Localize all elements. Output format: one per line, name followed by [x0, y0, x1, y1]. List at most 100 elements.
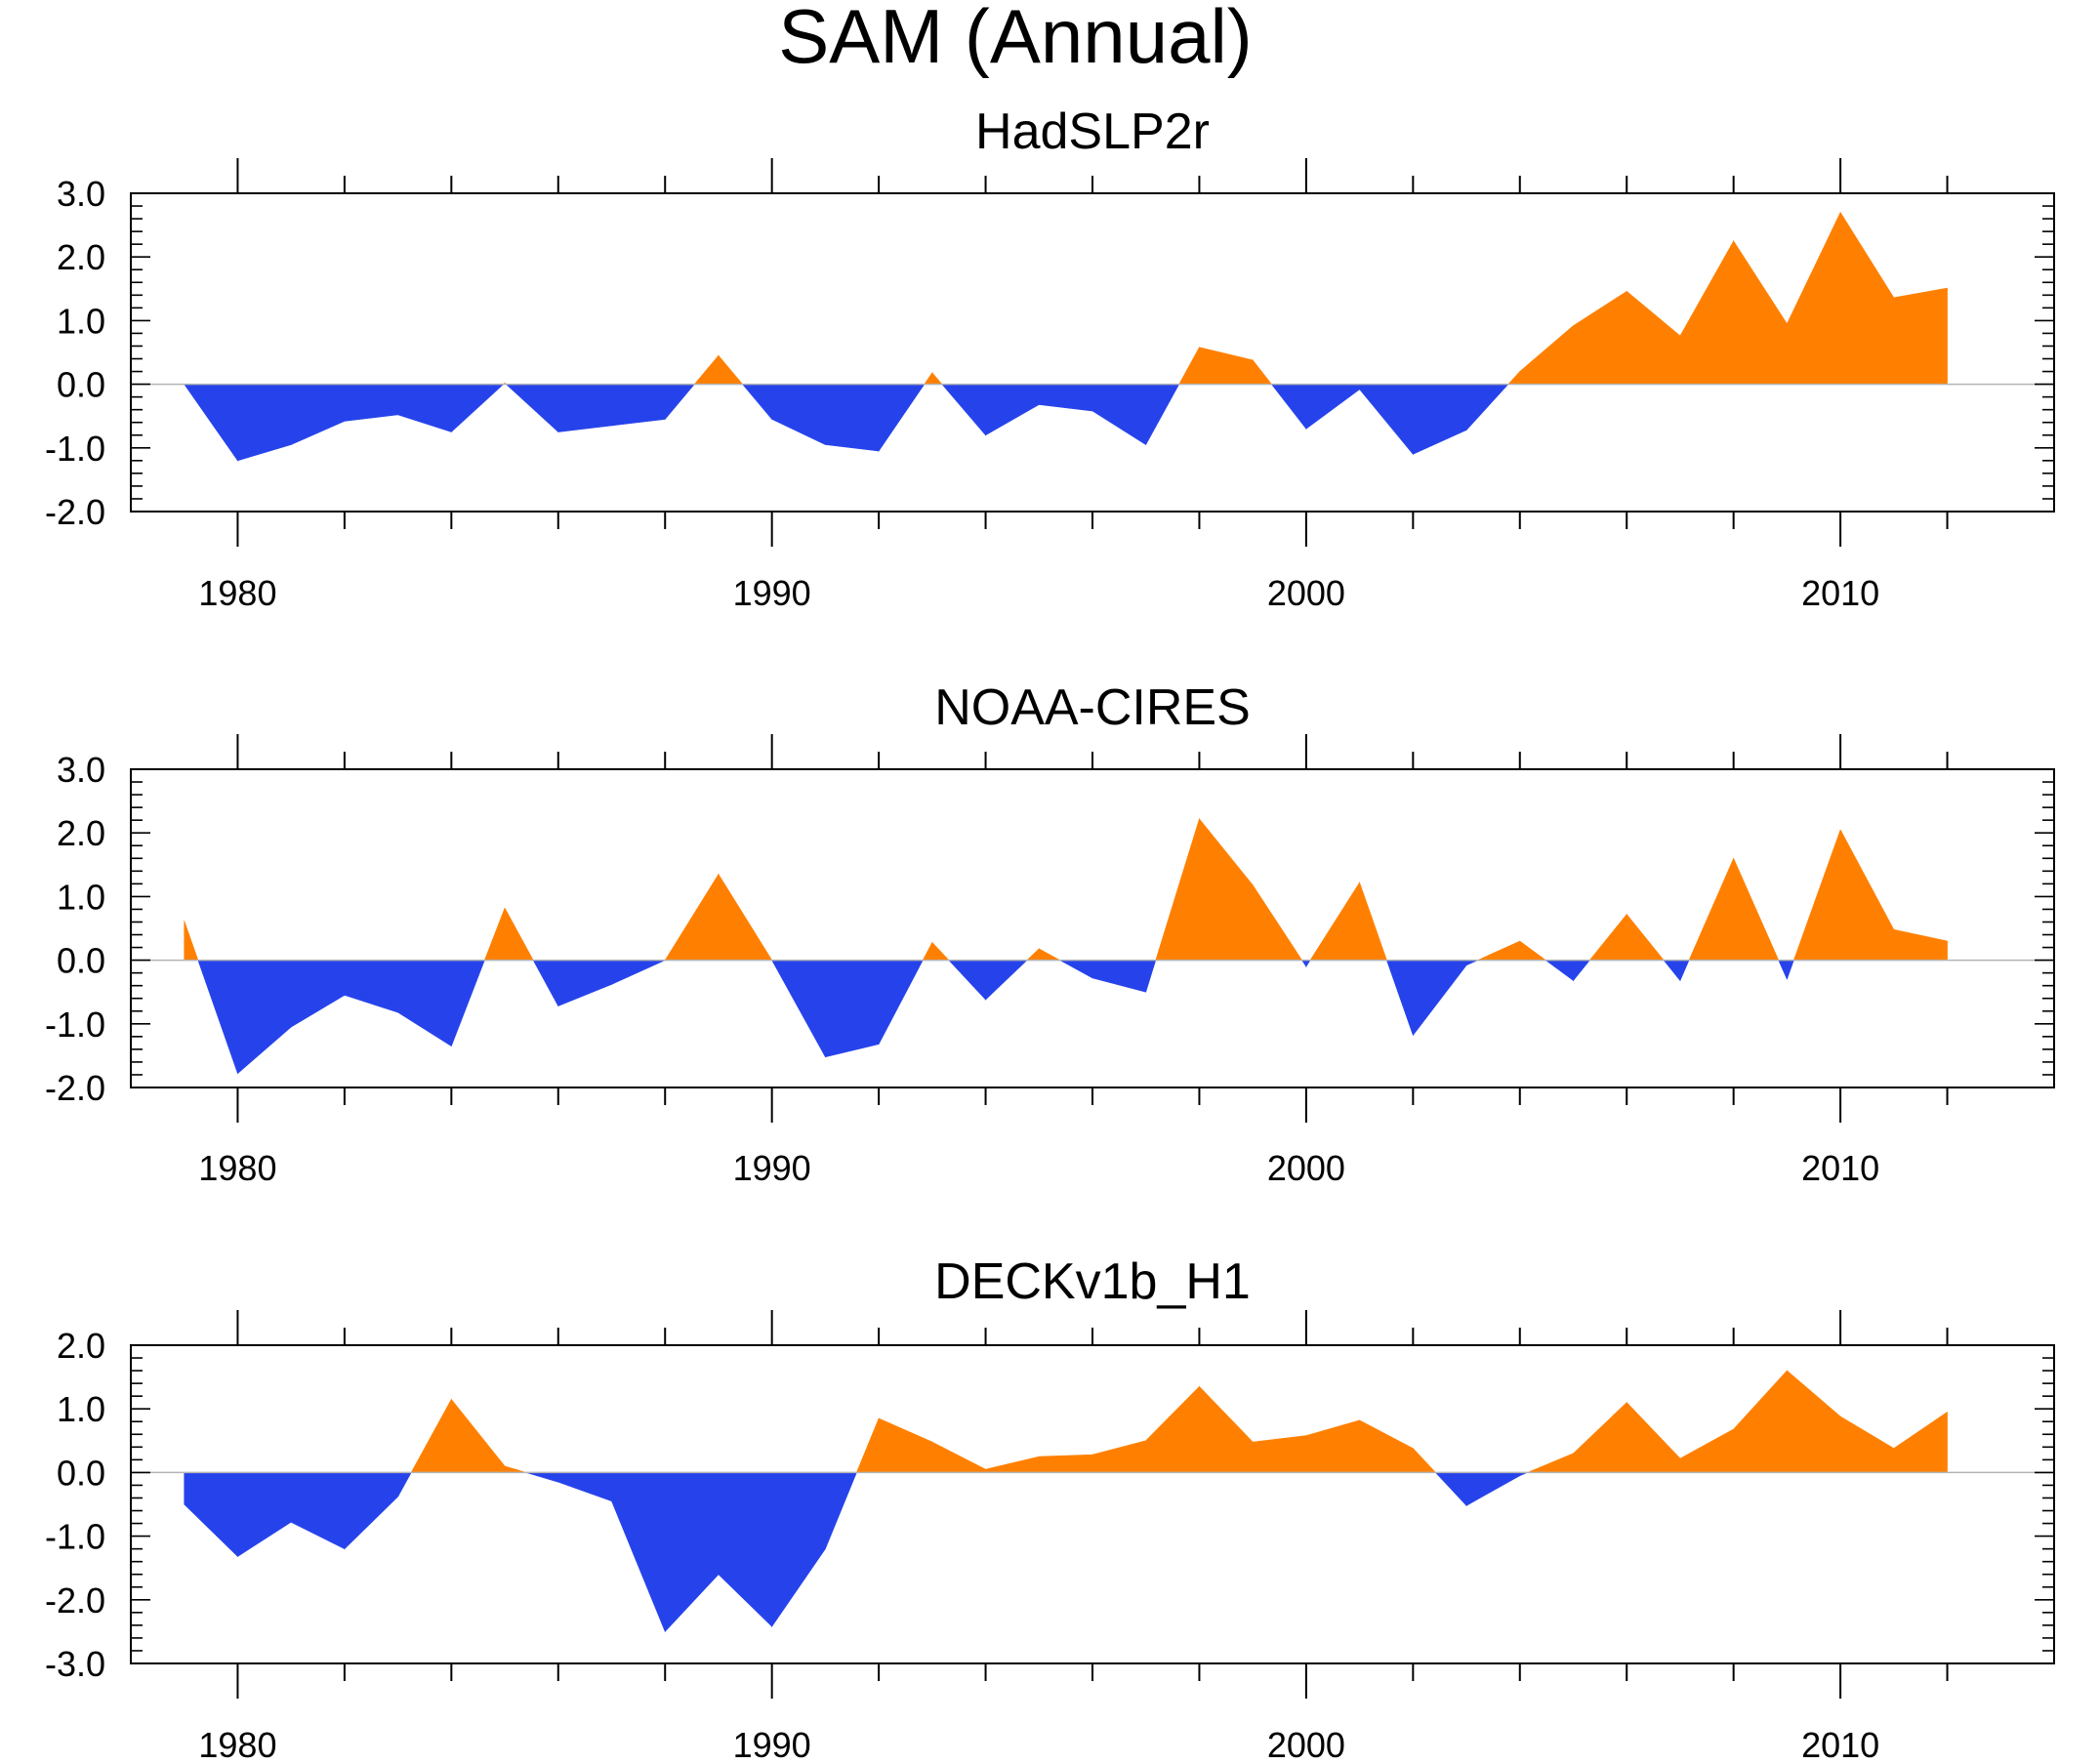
area-segment-positive: [931, 1441, 986, 1473]
area-segment-negative: [451, 960, 485, 1046]
area-segment-positive: [483, 908, 506, 961]
y-tick-label: 0.0: [57, 1453, 105, 1493]
area-segment-positive: [1038, 1454, 1093, 1473]
area-segment-positive: [504, 907, 534, 961]
area-segment-negative: [237, 960, 292, 1075]
x-tick-label: 1990: [733, 1148, 811, 1188]
area-segment-negative: [771, 960, 826, 1057]
area-segment-positive: [1893, 287, 1948, 385]
area-segment-positive: [1199, 818, 1254, 961]
area-segment-negative: [1787, 960, 1794, 980]
area-segment-positive: [1733, 1370, 1788, 1473]
area-segment-negative: [184, 384, 238, 462]
area-segment-negative: [557, 1472, 612, 1502]
y-tick-label: 2.0: [57, 237, 105, 277]
area-segment-negative: [397, 1472, 412, 1497]
area-segment-negative: [397, 384, 452, 432]
area-segment-negative: [1679, 960, 1690, 981]
x-tick-label: 2000: [1267, 1725, 1345, 1764]
area-segment-negative: [1301, 960, 1307, 968]
area-segment-negative: [1091, 384, 1147, 446]
area-segment-negative: [505, 384, 559, 433]
area-segment-positive: [1679, 239, 1734, 385]
area-segment-positive: [924, 371, 933, 385]
area-segment-negative: [771, 384, 826, 446]
area-segment-positive: [1305, 1419, 1360, 1473]
area-segment-positive: [693, 354, 720, 385]
panel-1: HadSLP2r 1980 1990 2000 2010 3.0 2.0 1.0 0.0 -1.0…: [45, 103, 2055, 613]
area-segment-negative: [611, 1472, 666, 1632]
area-segment-negative: [1305, 384, 1360, 430]
area-segment-negative: [718, 1472, 772, 1627]
area-segment-negative: [1038, 384, 1093, 412]
area-segment-negative: [948, 960, 986, 1001]
x-tick-label: 1980: [198, 573, 276, 613]
area-segment-negative: [525, 1472, 559, 1483]
y-tick-label: 0.0: [57, 365, 105, 405]
plot-frame: [130, 768, 2055, 1088]
area-segment-positive: [1893, 928, 1948, 961]
area-segment-positive: [1688, 858, 1734, 961]
area-segment-negative: [1305, 960, 1311, 968]
area-segment-positive: [718, 354, 744, 385]
area-segment-negative: [184, 1472, 238, 1558]
area-segment-negative: [344, 384, 398, 422]
area-segment-negative: [878, 384, 926, 453]
area-segment-positive: [1252, 1435, 1307, 1473]
area-segment-negative: [1778, 960, 1788, 980]
area-segment-negative: [825, 384, 880, 452]
area-segment-positive: [1573, 290, 1627, 385]
x-tick-label: 2010: [1801, 1148, 1879, 1188]
area-segment-positive: [1178, 347, 1200, 385]
area-segment-negative: [611, 960, 666, 985]
area-segment-negative: [1465, 960, 1478, 966]
area-segment-negative: [397, 960, 452, 1047]
area-segment-negative: [344, 1472, 398, 1550]
y-tick-label: -1.0: [45, 1005, 105, 1045]
area-segment-positive: [878, 1417, 933, 1473]
panel-title: HadSLP2r: [975, 103, 1210, 160]
area-segment-positive: [1527, 1453, 1574, 1473]
area-segment-positive: [1309, 882, 1360, 961]
area-segment-positive: [855, 1417, 880, 1473]
area-segment-negative: [1386, 960, 1414, 1036]
area-segment-negative: [1413, 384, 1467, 455]
y-tick-label: -2.0: [45, 492, 105, 532]
y-tick-label: 2.0: [57, 813, 105, 853]
area-segment-positive: [451, 1398, 506, 1473]
area-segment-negative: [197, 960, 238, 1074]
area-segment-negative: [941, 384, 986, 436]
area-segment-positive: [1091, 1440, 1147, 1473]
x-tick-label: 1990: [733, 573, 811, 613]
area-segment-positive: [922, 942, 933, 961]
area-segment-negative: [1145, 960, 1157, 993]
area-segment-positive: [1199, 347, 1254, 385]
area-segment-negative: [1145, 384, 1180, 445]
area-segment-positive: [985, 1456, 1040, 1473]
area-segment-positive: [1839, 1415, 1895, 1473]
y-tick-label: 3.0: [57, 174, 105, 214]
panel-title: NOAA-CIRES: [934, 679, 1251, 736]
area-segment-negative: [290, 384, 346, 446]
area-segment-positive: [1519, 324, 1574, 385]
area-segment-negative: [741, 384, 772, 421]
area-segment-positive: [1252, 883, 1303, 961]
area-segment-positive: [504, 1465, 527, 1473]
area-segment-positive: [664, 873, 720, 961]
area-segment-positive: [1507, 370, 1521, 385]
area-segment-positive: [931, 372, 943, 385]
area-segment-positive: [1839, 211, 1895, 385]
area-segment-positive: [1359, 882, 1387, 961]
area-segment-positive: [1573, 1401, 1627, 1473]
x-tick-label: 1980: [198, 1148, 276, 1188]
area-segment-positive: [1792, 829, 1841, 961]
plot-frame: [130, 1344, 2055, 1664]
y-tick-label: 1.0: [57, 877, 105, 917]
y-tick-label: -1.0: [45, 429, 105, 469]
area-segment-positive: [184, 921, 199, 961]
area-segment-negative: [532, 960, 559, 1006]
y-tick-label: -2.0: [45, 1580, 105, 1620]
y-tick-label: 3.0: [57, 750, 105, 790]
area-segment-negative: [1091, 960, 1147, 993]
